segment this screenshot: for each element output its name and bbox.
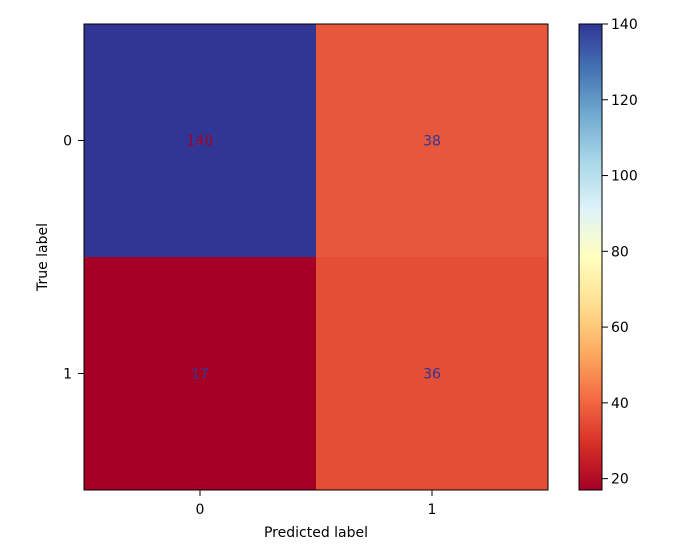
y-tick-label: 0: [63, 134, 72, 150]
colorbar-tick-label: 60: [611, 320, 629, 336]
heatmap-cell: [316, 257, 548, 490]
colorbar-tick-label: 40: [611, 396, 629, 412]
x-tick-label: 1: [428, 502, 437, 518]
cell-value-label: 36: [423, 367, 441, 383]
x-axis-label: Predicted label: [264, 525, 368, 541]
x-tick-label: 0: [196, 502, 205, 518]
colorbar-tick-label: 80: [611, 244, 629, 260]
colorbar: [578, 23, 603, 491]
cell-value-label: 140: [187, 134, 214, 150]
heatmap-cells: 140 38 17 36: [84, 24, 548, 490]
colorbar-tick-label: 20: [611, 472, 629, 488]
cell-value-label: 17: [191, 367, 209, 383]
colorbar-tick-label: 100: [611, 169, 638, 185]
colorbar-tick-label: 120: [611, 93, 638, 109]
heatmap-cell: [84, 257, 316, 490]
y-tick-label: 1: [63, 367, 72, 383]
plot-area-frame: [83, 23, 549, 491]
heatmap-cell: [84, 24, 316, 257]
y-axis-label: True label: [35, 223, 51, 292]
cell-value-label: 38: [423, 134, 441, 150]
colorbar-ticks: 20 40 60 80 100 120 140: [602, 17, 638, 488]
colorbar-tick-label: 140: [611, 17, 638, 33]
y-axis: 01: [63, 134, 84, 383]
heatmap-cell: [316, 24, 548, 257]
